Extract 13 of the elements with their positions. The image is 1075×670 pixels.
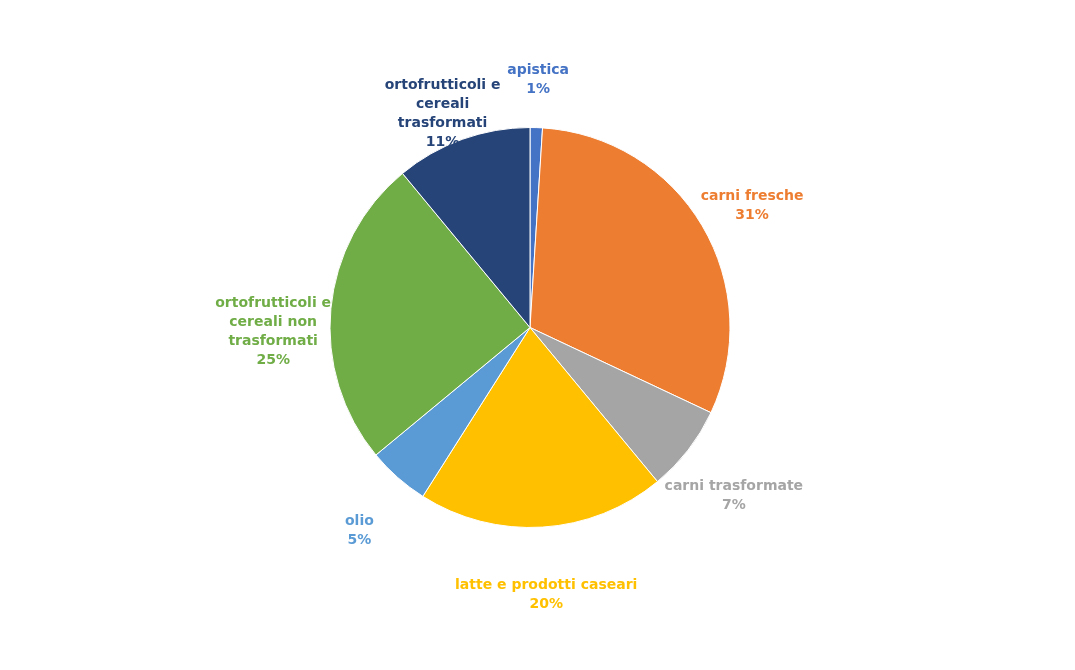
data-label: 20% bbox=[529, 594, 563, 611]
data-label: 31% bbox=[735, 206, 769, 223]
data-label: 7% bbox=[721, 495, 746, 512]
slice-label: apistica bbox=[507, 60, 570, 77]
slice-label: ortofrutticoli e cereali non trasformati bbox=[215, 294, 332, 349]
slice-label: olio bbox=[344, 512, 375, 529]
data-label: 1% bbox=[526, 79, 550, 96]
slice-label: carni fresche bbox=[700, 187, 804, 204]
slice-label: latte e prodotti caseari bbox=[455, 575, 638, 592]
slice-label: ortofrutticoli e cereali trasformati bbox=[384, 75, 501, 130]
slice-label: carni trasformate bbox=[664, 476, 804, 493]
data-label: 5% bbox=[347, 531, 372, 548]
data-label: 25% bbox=[256, 351, 290, 368]
